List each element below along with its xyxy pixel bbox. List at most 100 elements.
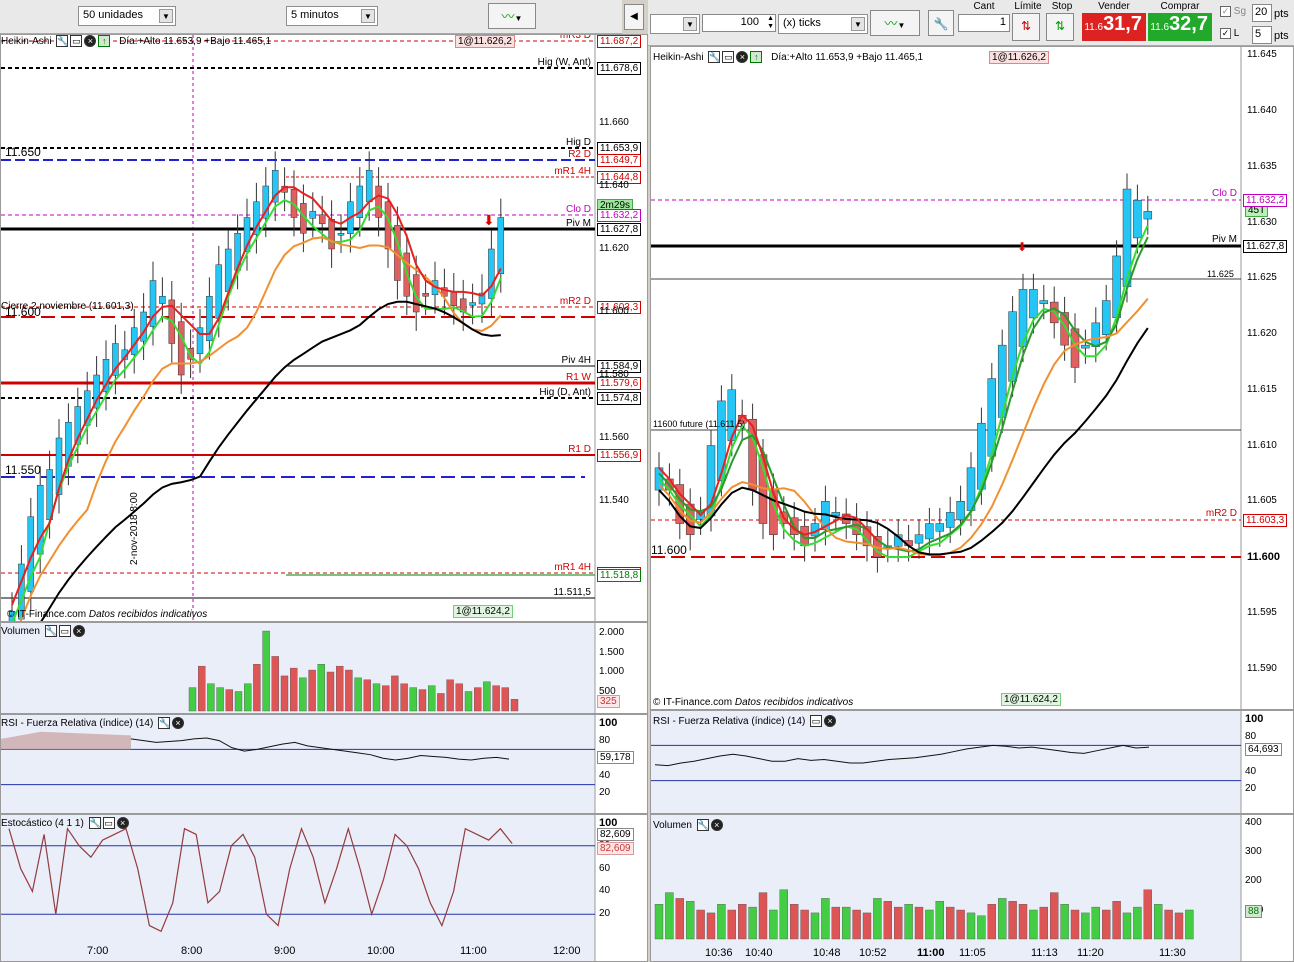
right-settings-button[interactable]: 🔧	[928, 10, 954, 36]
volume-bar-down	[789, 903, 799, 940]
indicator-bg	[1, 815, 647, 961]
indicators-button[interactable]: 〰▼	[488, 3, 536, 29]
limit-order-button[interactable]: ⇅	[1012, 13, 1040, 41]
level-label: R2 D	[568, 149, 591, 160]
wrench-icon[interactable]: 🔧	[708, 51, 721, 64]
chevron-down-icon: ▼	[159, 9, 173, 23]
stoch-tick: 60	[599, 862, 611, 874]
l-checkbox[interactable]: ✓ L	[1220, 28, 1240, 40]
wrench-icon[interactable]: 🔧	[44, 625, 57, 638]
level-value-tag: 11.632,2	[1243, 194, 1288, 207]
close-icon[interactable]: ×	[116, 817, 129, 830]
level-value-tag: 11.678,6	[597, 62, 642, 75]
close-icon[interactable]: ×	[824, 715, 837, 728]
close-icon[interactable]: ×	[72, 625, 85, 638]
left-credit: © IT-Finance.com Datos recibidos indicat…	[7, 609, 208, 620]
cant-label: Cant	[973, 1, 995, 12]
axis-bg	[1241, 711, 1293, 813]
sell-button[interactable]: 11.631,7	[1082, 13, 1146, 41]
volume-tick: 400	[1245, 817, 1262, 828]
wrench-icon[interactable]: 🔧	[158, 717, 171, 730]
bull-candle	[159, 296, 166, 304]
x-tick: 11:00	[460, 945, 487, 957]
close-icon[interactable]: ×	[710, 819, 723, 832]
right-symbol-select[interactable]: ▼	[650, 14, 700, 34]
wrench-icon[interactable]: 🔧	[56, 35, 69, 48]
volume-bar-down	[852, 909, 861, 940]
arrow-up-icon[interactable]: ↑	[750, 51, 763, 64]
window-icon[interactable]: ▭	[58, 625, 71, 638]
stepper-arrows-icon[interactable]: ▲ ▼	[767, 15, 774, 30]
buy-button[interactable]: 11.632,7	[1148, 13, 1212, 41]
close-icon[interactable]: ×	[736, 51, 749, 64]
right-position-tag: 1@11.626,2	[989, 51, 1049, 64]
wrench-icon[interactable]: 🔧	[88, 817, 101, 830]
volume-bar-down	[446, 679, 454, 712]
sg-input[interactable]: 20	[1252, 4, 1272, 22]
volume-bar-up	[317, 664, 325, 712]
volume-bar-up	[299, 677, 307, 712]
right-price-panel: ⬇ Heikin-Ashi 🔧 ▭ × ↑ Día:+Alto 11.653,9 +B…	[650, 46, 1294, 710]
volume-bar-down	[197, 665, 206, 712]
volume-bar-up	[409, 687, 417, 712]
volume-bar-down	[437, 693, 445, 712]
left-rsi-panel: RSI - Fuerza Relativa (índice) (14) 🔧 × 1…	[0, 714, 648, 814]
stop-order-button[interactable]: ⇅	[1046, 13, 1074, 41]
volume-bar-up	[464, 691, 473, 712]
volume-bar-down	[1102, 909, 1111, 940]
bear-candle	[441, 287, 448, 297]
right-indicators-button[interactable]: 〰▼	[870, 10, 920, 36]
y-tick: 11.580	[599, 369, 629, 380]
sg-checkbox[interactable]: ✓ Sg	[1220, 6, 1247, 18]
bear-candle	[412, 274, 420, 313]
bull-candle	[8, 611, 16, 621]
l-input[interactable]: 5	[1252, 26, 1272, 44]
volume-bar-down	[737, 903, 747, 940]
close-icon[interactable]: ×	[172, 717, 185, 730]
x-tick: 11:20	[1077, 947, 1104, 959]
sell-price: 31,7	[1103, 13, 1142, 35]
bull-candle	[1008, 311, 1017, 382]
bull-candle	[93, 374, 100, 409]
bull-candle	[253, 201, 260, 235]
close-icon[interactable]: ×	[84, 35, 97, 48]
interval-select[interactable]: 5 minutos ▼	[286, 6, 378, 26]
sell-prefix: 11.6	[1084, 22, 1104, 33]
bull-candle	[497, 217, 505, 275]
level-label: Piv M	[566, 218, 591, 229]
right-volume-chart	[651, 815, 1293, 961]
volume-bar-down	[758, 892, 768, 940]
window-icon[interactable]: ▭	[70, 35, 83, 48]
arrow-up-icon[interactable]: ↑	[98, 35, 111, 48]
volume-bar-down	[883, 901, 893, 940]
copyright-icon: ©	[653, 697, 661, 708]
indicator-bg	[651, 815, 1293, 961]
bull-candle	[1039, 300, 1049, 304]
y-tick: 11.640	[1247, 105, 1277, 116]
cant-input[interactable]: 1	[958, 14, 1010, 32]
bull-candle	[1018, 289, 1028, 347]
volume-bar-down	[1018, 903, 1028, 940]
right-qty-stepper[interactable]: 100 ▲ ▼	[702, 14, 776, 32]
volume-bar-down	[727, 909, 737, 940]
right-interval-select[interactable]: (x) ticks ▼	[778, 14, 868, 34]
volume-bar-down	[800, 909, 809, 940]
x-tick: 11:30	[1159, 947, 1186, 959]
right-bottom-tag: 1@11.624,2	[1001, 693, 1061, 706]
bull-candle	[365, 170, 373, 203]
volume-bar-up	[1122, 912, 1132, 940]
volume-bar-up	[483, 681, 491, 712]
x-tick: 7:00	[87, 945, 109, 957]
window-icon[interactable]: ▭	[810, 715, 823, 728]
units-select[interactable]: 50 unidades ▼	[78, 6, 176, 26]
left-date-marker: 2-nov-2018 8:00	[129, 492, 140, 565]
left-rsi-title: RSI - Fuerza Relativa (índice) (14)	[1, 718, 154, 729]
level-value-tag: 11.687,2	[597, 35, 642, 48]
checkbox-icon: ✓	[1220, 6, 1231, 17]
window-icon[interactable]: ▭	[722, 51, 735, 64]
left-collapse-button[interactable]: ◀	[624, 4, 644, 30]
volume-bar-down	[862, 912, 872, 940]
wrench-icon[interactable]: 🔧	[696, 819, 709, 832]
window-icon[interactable]: ▭	[102, 817, 115, 830]
copyright-icon: ©	[7, 609, 15, 620]
